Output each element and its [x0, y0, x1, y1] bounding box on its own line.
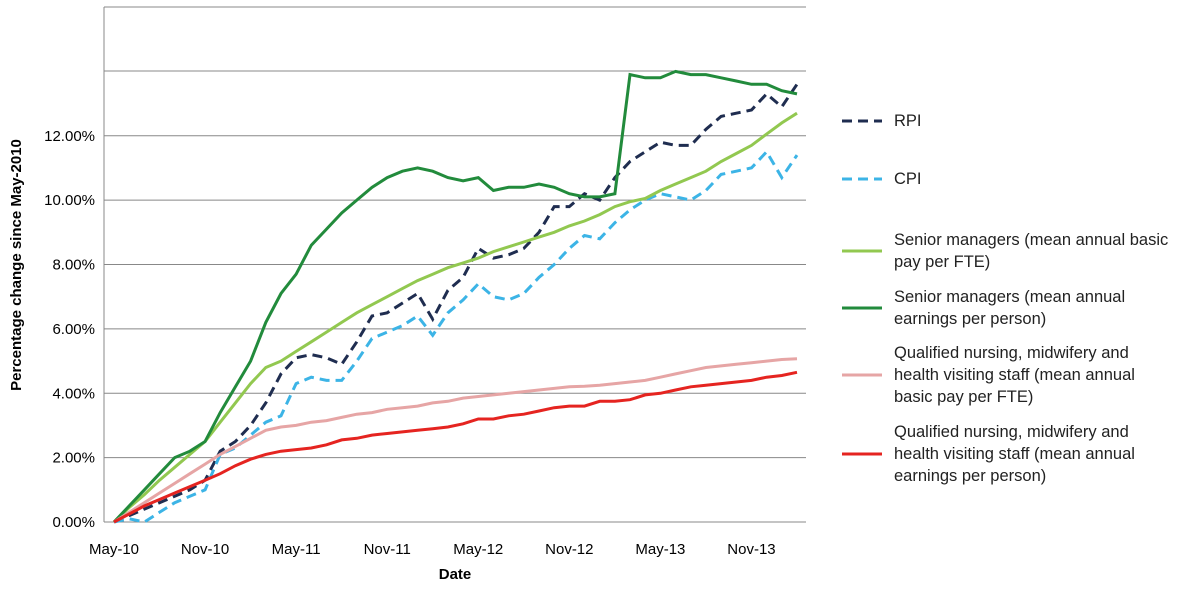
series-line: [113, 149, 799, 524]
y-tick-label: 8.00%: [52, 257, 95, 274]
legend-label: Qualified nursing, midwifery and health …: [894, 423, 1135, 485]
x-tick-label: Nov-10: [181, 541, 229, 558]
x-tick-label: Nov-12: [545, 541, 593, 558]
y-tick-label: 6.00%: [52, 321, 95, 338]
legend-swatch: [842, 177, 882, 181]
legend-swatch: [842, 452, 882, 456]
x-tick-label: Nov-13: [727, 541, 775, 558]
chart: Date Percentage change since May-2010 0.…: [8, 6, 806, 583]
legend-entry: CPI: [840, 168, 1170, 190]
legend-swatch: [842, 373, 882, 377]
y-tick-label: 2.00%: [52, 450, 95, 467]
x-tick-label: May-12: [453, 541, 503, 558]
legend-swatch: [842, 306, 882, 310]
y-axis-title: Percentage change since May-2010: [8, 139, 25, 391]
legend-label: Qualified nursing, midwifery and health …: [894, 344, 1135, 406]
legend-label: Senior managers (mean annual earnings pe…: [894, 288, 1126, 328]
legend-label: CPI: [894, 170, 922, 188]
legend-entry: Qualified nursing, midwifery and health …: [840, 421, 1170, 487]
legend-label: Senior managers (mean annual basic pay p…: [894, 231, 1169, 271]
legend-entry: RPI: [840, 110, 1170, 132]
x-tick-label: Nov-11: [364, 541, 411, 558]
series-line: [113, 357, 798, 524]
legend-swatch: [842, 119, 882, 123]
legend-entry: Senior managers (mean annual basic pay p…: [840, 229, 1170, 273]
series-line: [112, 111, 798, 524]
y-tick-label: 4.00%: [52, 385, 95, 402]
legend-swatch: [842, 249, 882, 253]
x-axis-title: Date: [439, 566, 472, 583]
x-tick-label: May-11: [272, 541, 321, 558]
series-line: [112, 69, 798, 524]
series-line: [113, 370, 798, 524]
legend-entry: Qualified nursing, midwifery and health …: [840, 342, 1170, 408]
y-tick-label: 12.00%: [44, 128, 95, 145]
legend-entry: Senior managers (mean annual earnings pe…: [840, 286, 1170, 330]
x-tick-label: May-13: [635, 541, 685, 558]
y-tick-label: 10.00%: [44, 192, 95, 209]
y-tick-label: 0.00%: [52, 514, 95, 531]
legend-label: RPI: [894, 112, 922, 130]
x-tick-label: May-10: [89, 541, 139, 558]
series-line: [113, 83, 799, 524]
